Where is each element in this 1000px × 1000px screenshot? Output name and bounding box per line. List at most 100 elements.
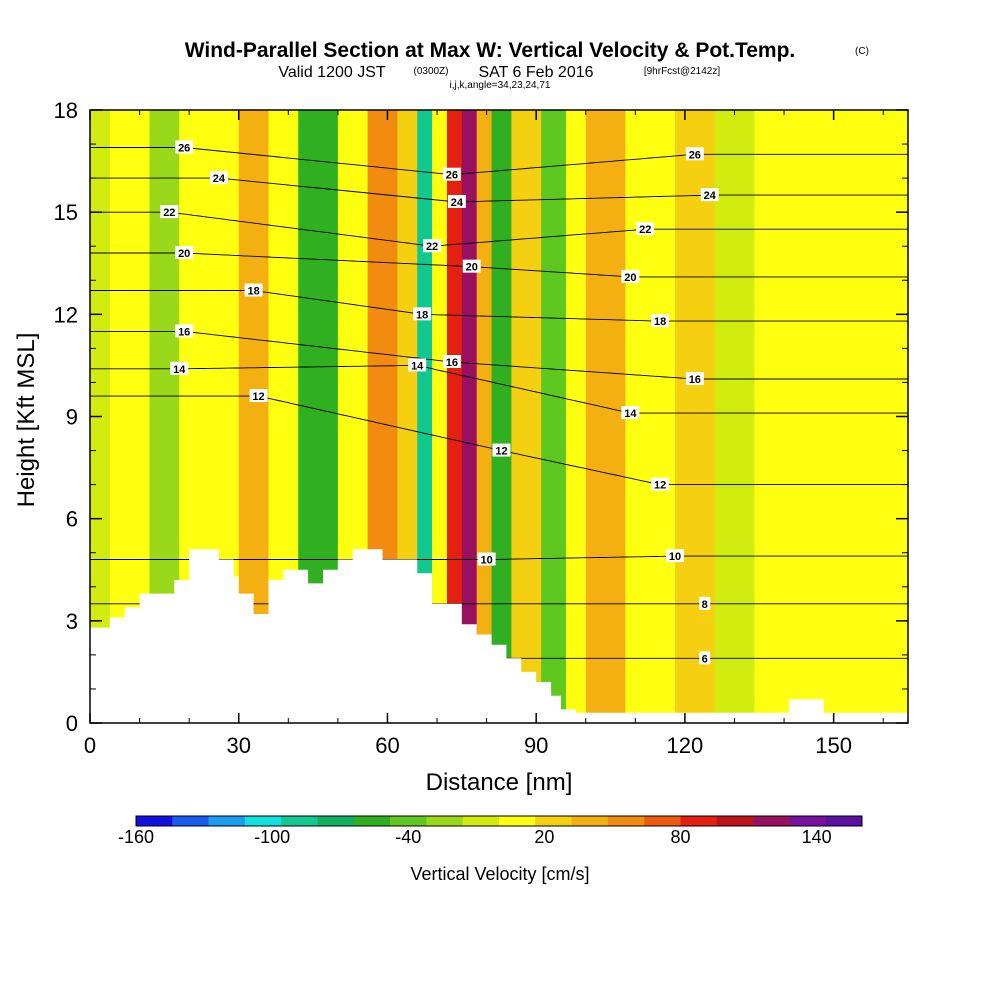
contour-label-text: 6	[702, 653, 708, 665]
contour-label-box	[423, 239, 442, 253]
colorbar-swatch	[390, 816, 427, 826]
velocity-band	[754, 110, 908, 723]
contour-label: 26	[175, 140, 194, 154]
contour-label-box	[699, 596, 711, 610]
velocity-band	[565, 110, 587, 723]
y-tick-label: 6	[66, 507, 78, 532]
colorbar-swatch	[426, 816, 463, 826]
title-copyright-mark: (C)	[855, 46, 869, 57]
colorbar-swatch	[462, 816, 500, 826]
contour-label: 26	[685, 147, 704, 161]
contour-label-text: 20	[624, 272, 636, 284]
contour-label-box	[209, 171, 228, 185]
colorbar-swatch	[789, 816, 826, 826]
contour-label-box	[175, 324, 194, 338]
contour-label: 20	[175, 246, 194, 260]
contour-label: 12	[492, 443, 511, 458]
contour-label-text: 20	[466, 262, 478, 274]
contour-label-box	[492, 443, 511, 457]
pot-temp-contour-line	[90, 364, 908, 414]
colorbar-frame	[135, 815, 863, 827]
contour-label-box	[413, 307, 432, 321]
contour-label-box	[651, 314, 670, 328]
contour-label: 12	[249, 389, 268, 403]
contour-label-box	[621, 269, 640, 283]
contour-label: 14	[170, 361, 189, 376]
contour-label-text: 26	[178, 142, 190, 154]
velocity-band	[432, 110, 448, 723]
contour-label-text: 24	[213, 173, 226, 185]
velocity-band	[674, 110, 716, 723]
contour-label: 24	[700, 188, 719, 202]
velocity-band	[541, 110, 567, 723]
subtitle-date: SAT 6 Feb 2016	[478, 64, 593, 81]
colorbar-swatch	[753, 816, 790, 826]
contour-label-text: 22	[426, 241, 438, 253]
y-tick-label: 18	[54, 98, 78, 123]
contour-label-box	[665, 549, 684, 563]
contour-label: 24	[209, 171, 228, 185]
y-tick-label: 3	[66, 609, 78, 634]
contour-label-text: 14	[624, 408, 637, 420]
x-tick-label: 0	[84, 733, 96, 758]
contour-label-box	[442, 355, 461, 369]
contour-label-text: 14	[411, 360, 424, 372]
contour-label-text: 18	[247, 285, 259, 297]
contour-label: 24	[447, 194, 466, 209]
contour-label-text: 14	[173, 364, 186, 376]
y-tick-label: 15	[54, 200, 78, 225]
contour-label: 8	[699, 596, 711, 611]
colorbar-swatch	[535, 816, 572, 826]
colorbar-swatch	[716, 816, 754, 826]
colorbar-swatch	[244, 816, 282, 826]
x-tick-label: 90	[524, 733, 548, 758]
chart-title: Wind-Parallel Section at Max W: Vertical…	[185, 39, 796, 62]
contour-label-box	[249, 389, 268, 403]
pot-temp-contour-line	[90, 330, 908, 380]
axes: 0 30 60 90 120 150 0 3 6 9 12 15 18	[54, 98, 908, 758]
colorbar-tick-label: 20	[534, 827, 554, 847]
colorbar: -160 -100 -40 20 80 140	[118, 815, 863, 847]
x-tick-label: 60	[375, 733, 399, 758]
contour-label-box	[699, 651, 711, 665]
colorbar-tick-label: -40	[395, 827, 421, 847]
contour-label-text: 24	[451, 197, 464, 209]
pot-temp-contour-line	[90, 211, 908, 247]
colorbar-title: Vertical Velocity [cm/s]	[410, 864, 589, 884]
contour-label: 10	[477, 552, 496, 567]
y-axis-label: Height [Kft MSL]	[13, 333, 40, 508]
pot-temp-contour-line	[90, 252, 908, 278]
colorbar-swatch	[353, 816, 391, 826]
terrain-mask	[90, 549, 908, 723]
contour-label: 12	[651, 477, 670, 492]
colorbar-tick-label: 80	[670, 827, 690, 847]
colorbar-swatch	[644, 816, 681, 826]
velocity-band	[714, 110, 755, 723]
subtitle-forecast: [9hrFcst@2142z]	[644, 66, 721, 77]
colorbar-swatch	[680, 816, 718, 826]
contour-label-box	[685, 147, 704, 161]
colorbar-tick-label: 140	[802, 827, 832, 847]
contour-label-box	[477, 552, 496, 566]
contour-label-box	[636, 222, 655, 236]
contour-label: 16	[175, 324, 194, 338]
contour-label-text: 22	[639, 224, 651, 236]
y-tick-label: 12	[54, 302, 78, 327]
contour-label-box	[175, 246, 194, 260]
colorbar-swatch	[825, 816, 863, 826]
y-tick-label: 9	[66, 405, 78, 430]
contour-label-text: 10	[669, 551, 681, 563]
contour-label-box	[447, 194, 466, 208]
contour-label-text: 26	[689, 149, 701, 161]
pot-temp-contour-line	[90, 290, 908, 322]
velocity-band	[585, 110, 626, 723]
contour-label-box	[442, 167, 461, 181]
contour-label-text: 12	[654, 480, 666, 492]
x-tick-label: 150	[815, 733, 852, 758]
subtitle-valid-time: Valid 1200 JST	[278, 64, 386, 81]
colorbar-swatch	[499, 816, 536, 826]
contour-label: 18	[413, 307, 432, 321]
contour-label: 6	[699, 651, 711, 665]
contour-label: 16	[442, 355, 461, 369]
